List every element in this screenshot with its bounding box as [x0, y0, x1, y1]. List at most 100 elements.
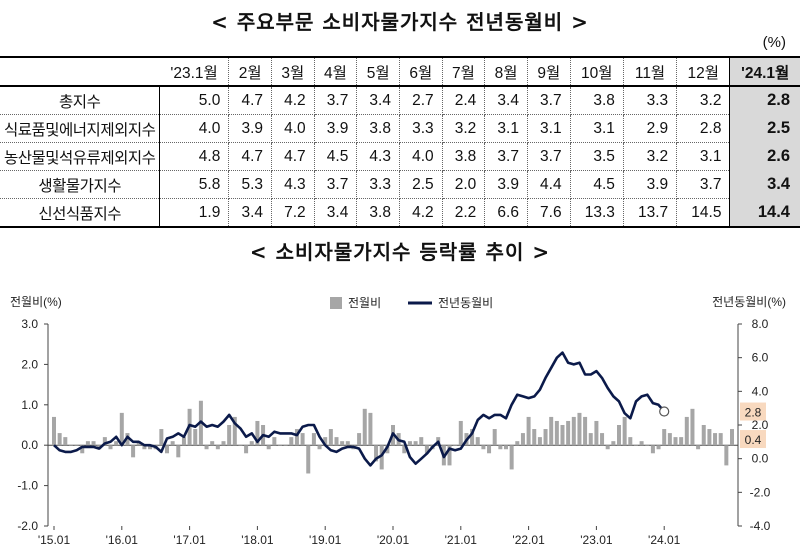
mom-bar: [108, 445, 113, 450]
value-cell: 3.9: [623, 170, 678, 199]
mom-bar: [526, 416, 531, 446]
value-cell: 4.7: [228, 86, 273, 115]
mom-bar: [690, 408, 695, 446]
mom-bar: [413, 441, 418, 446]
mom-bar: [232, 416, 237, 446]
mom-callout-value: 0.4: [745, 433, 762, 447]
mom-bar: [227, 425, 232, 446]
legend-bar-label: 전월비: [348, 296, 381, 310]
value-cell: 13.3: [570, 198, 624, 228]
mom-bar: [148, 445, 153, 450]
mom-bar: [577, 412, 582, 446]
mom-bar: [560, 425, 565, 446]
mom-bar: [617, 425, 621, 446]
latest-value-cell: 3.4: [729, 170, 800, 199]
mom-bar: [554, 420, 559, 446]
value-cell: 3.9: [228, 114, 273, 143]
mom-bar: [458, 420, 463, 446]
table-row: 식료품및에너지제외지수 4.0 3.9 4.0 3.9 3.8 3.3 3.2 3.1 3.1 3.…: [0, 114, 800, 143]
col-header: 7월: [442, 56, 486, 87]
mom-bar: [345, 441, 350, 446]
mom-bar: [294, 429, 299, 446]
mom-bar: [278, 445, 282, 446]
mom-bar: [419, 437, 424, 446]
mom-bar: [340, 441, 345, 446]
value-cell: 3.7: [527, 142, 571, 171]
value-cell: 2.0: [442, 170, 486, 199]
value-cell: 3.2: [442, 114, 486, 143]
value-cell: 3.7: [527, 86, 571, 115]
mom-bar: [306, 445, 311, 474]
mom-bar: [605, 445, 610, 450]
mom-bar: [362, 408, 367, 446]
value-cell: 2.7: [399, 86, 443, 115]
col-header-latest: '24.1월: [729, 56, 800, 87]
value-cell: 2.4: [442, 86, 486, 115]
value-cell: 3.4: [356, 86, 400, 115]
mom-bar: [374, 445, 379, 462]
right-axis-title: 전년동월비(%): [712, 295, 786, 309]
right-tick-label: -4.0: [750, 519, 771, 533]
mom-bar: [537, 437, 542, 446]
mom-bar: [543, 429, 548, 446]
value-cell: 3.1: [676, 142, 731, 171]
mom-bar: [470, 429, 475, 446]
mom-bar: [481, 445, 486, 450]
row-label: 생활물가지수: [0, 170, 161, 199]
mom-bar: [667, 433, 672, 446]
mom-bar: [684, 416, 689, 446]
mom-bar: [317, 445, 322, 450]
mom-bar: [80, 445, 85, 454]
value-cell: 5.0: [159, 86, 230, 115]
mom-bar: [611, 441, 616, 446]
value-cell: 3.8: [356, 114, 400, 143]
x-tick-label: '15.01: [38, 533, 71, 547]
value-cell: 14.5: [676, 198, 731, 228]
table-row: 총지수 5.0 4.7 4.2 3.7 3.4 2.7 2.4 3.4 3.7 3.8 3.3 3.2 2…: [0, 86, 800, 115]
row-label: 식료품및에너지제외지수: [0, 114, 161, 143]
mom-bar: [407, 441, 412, 446]
right-tick-label: 8.0: [752, 317, 769, 331]
col-header: 4월: [314, 56, 358, 87]
x-tick-label: '19.01: [309, 533, 342, 547]
x-tick-label: '24.01: [648, 533, 681, 547]
value-cell: 4.7: [228, 142, 273, 171]
mom-bar: [487, 445, 492, 454]
x-tick-label: '21.01: [445, 533, 478, 547]
value-cell: 2.2: [442, 198, 486, 228]
legend-bar-swatch: [330, 297, 342, 309]
value-cell: 3.3: [623, 86, 678, 115]
mom-bar: [311, 433, 316, 446]
mom-bar: [266, 445, 271, 450]
left-tick-label: 2.0: [21, 357, 38, 371]
table-header-row: '23.1월 2월 3월 4월 5월 6월 7월 8월 9월 10월 11월 1…: [0, 56, 800, 87]
mom-bar: [334, 437, 339, 446]
mom-bar: [119, 412, 124, 446]
value-cell: 3.9: [484, 170, 528, 199]
mom-bar: [718, 433, 723, 446]
mom-bar: [238, 445, 243, 446]
x-tick-label: '23.01: [580, 533, 613, 547]
value-cell: 3.3: [399, 114, 443, 143]
mom-bar: [588, 433, 593, 446]
cpi-trend-chart: 3.0 2.0 1.0 0.0 -1.0 -2.0 8.0 6.0 4.0 2.0 0.0 -2.0 -…: [10, 295, 786, 547]
mom-bar: [368, 412, 373, 446]
mom-bar: [255, 420, 260, 446]
latest-value-cell: 2.8: [729, 86, 800, 115]
mom-bar: [323, 437, 328, 446]
value-cell: 3.3: [356, 170, 400, 199]
x-tick-label: '22.01: [512, 533, 545, 547]
value-cell: 3.1: [527, 114, 571, 143]
mom-callout-box: [740, 430, 766, 449]
cpi-table: '23.1월 2월 3월 4월 5월 6월 7월 8월 9월 10월 11월 1…: [0, 56, 800, 228]
mom-bar: [633, 445, 638, 446]
value-cell: 4.0: [159, 114, 230, 143]
table-row: 농산물및석유류제외지수 4.8 4.7 4.7 4.5 4.3 4.0 3.8 3.7 3.7 3.…: [0, 142, 800, 171]
row-label: 농산물및석유류제외지수: [0, 142, 161, 171]
mom-bar: [63, 437, 68, 446]
table-row: 신선식품지수 1.9 3.4 7.2 3.4 3.8 4.2 2.2 6.6 7.6 13.3 13.…: [0, 198, 800, 228]
mom-bar: [475, 437, 480, 446]
mom-bar: [447, 445, 452, 466]
header-corner: [0, 56, 160, 87]
value-cell: 3.7: [484, 142, 528, 171]
